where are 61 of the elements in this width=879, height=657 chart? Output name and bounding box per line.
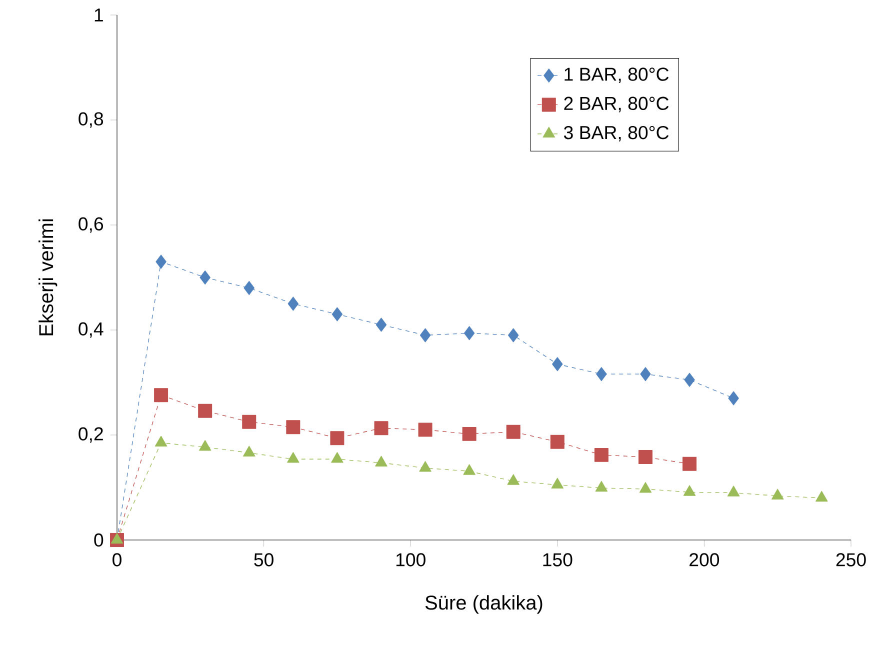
x-tick-label: 200 — [690, 553, 720, 566]
point — [728, 391, 739, 406]
point — [244, 280, 254, 295]
point — [507, 474, 520, 485]
y-tick-label: 0,8 — [78, 112, 104, 128]
point — [330, 431, 344, 446]
point — [419, 461, 432, 472]
legend-label: 3 BAR, 80°C — [564, 126, 669, 142]
point — [506, 424, 520, 439]
point — [242, 414, 256, 429]
point — [462, 426, 476, 441]
point — [640, 367, 651, 382]
point — [727, 486, 740, 496]
point — [683, 485, 696, 496]
point — [198, 404, 212, 418]
x-tick-label: 0 — [112, 553, 122, 566]
point — [595, 481, 608, 492]
point — [551, 478, 564, 489]
point — [110, 532, 124, 544]
x-tick-label: 50 — [254, 553, 274, 566]
point — [464, 326, 475, 340]
point — [200, 270, 210, 284]
x-tick-label: 250 — [836, 553, 866, 566]
point — [418, 422, 432, 437]
legend-label: 2 BAR, 80°C — [564, 96, 669, 112]
point — [638, 450, 652, 464]
point — [550, 434, 564, 449]
point — [154, 388, 168, 402]
point — [198, 440, 212, 451]
point — [420, 328, 431, 342]
y-tick-label: 0,6 — [78, 217, 104, 233]
point — [288, 296, 298, 311]
point — [243, 446, 256, 457]
y-tick-label: 0 — [94, 533, 104, 547]
point — [286, 420, 300, 434]
point — [154, 436, 168, 447]
point — [376, 318, 387, 332]
point — [816, 490, 828, 502]
point — [639, 482, 652, 493]
x-tick-label: 100 — [396, 553, 426, 566]
legend-label: 1 BAR, 80°C — [564, 68, 669, 84]
y-tick-label: 0,4 — [78, 322, 104, 338]
point — [332, 307, 343, 322]
point — [684, 372, 695, 387]
point — [594, 448, 608, 462]
point — [463, 464, 476, 475]
y-tick-label: 0,2 — [78, 427, 103, 443]
point — [596, 367, 607, 382]
point — [508, 328, 519, 342]
point — [552, 357, 563, 372]
x-axis-title: Süre (dakika) — [425, 595, 542, 614]
y-axis-title: Ekserji verimi — [38, 219, 58, 336]
point — [375, 456, 388, 466]
point — [771, 488, 784, 500]
point — [156, 254, 166, 269]
x-tick-label: 150 — [543, 553, 572, 566]
point — [287, 452, 300, 463]
y-tick-label: 1 — [94, 8, 103, 22]
point — [331, 452, 344, 463]
point — [374, 421, 388, 436]
point — [682, 456, 697, 471]
